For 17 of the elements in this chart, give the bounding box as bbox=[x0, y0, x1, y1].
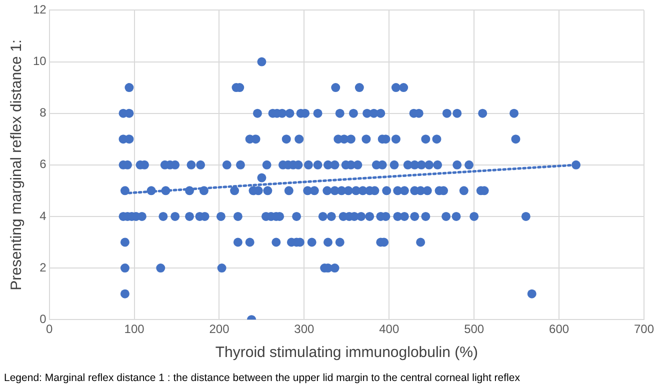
x-axis-title: Thyroid stimulating immunoglobulin (%) bbox=[215, 344, 478, 362]
y-tick-label: 4 bbox=[40, 208, 47, 223]
x-tick-label: 700 bbox=[634, 322, 654, 336]
y-axis-title: Presenting marginal reflex distance 1: bbox=[8, 39, 26, 290]
y-tick-label: 2 bbox=[40, 260, 47, 274]
text: Legend: Marginal reflex distance 1 : the distance between the upper lid margin to the central corneal light reflex bbox=[4, 372, 520, 384]
y-tick-label: 6 bbox=[40, 157, 47, 172]
x-tick-label: 300 bbox=[294, 322, 315, 336]
x-tick-label: 200 bbox=[209, 322, 230, 336]
x-tick-label: 100 bbox=[124, 322, 145, 336]
x-tick-label: 500 bbox=[464, 322, 484, 336]
y-tick-label: 10 bbox=[32, 54, 47, 68]
x-tick-label: 400 bbox=[379, 322, 400, 336]
x-tick-label: 600 bbox=[549, 322, 570, 336]
y-tick-label: 8 bbox=[40, 106, 47, 120]
y-tick-label: 12 bbox=[32, 2, 47, 17]
y-tick-label: 0 bbox=[40, 312, 47, 326]
